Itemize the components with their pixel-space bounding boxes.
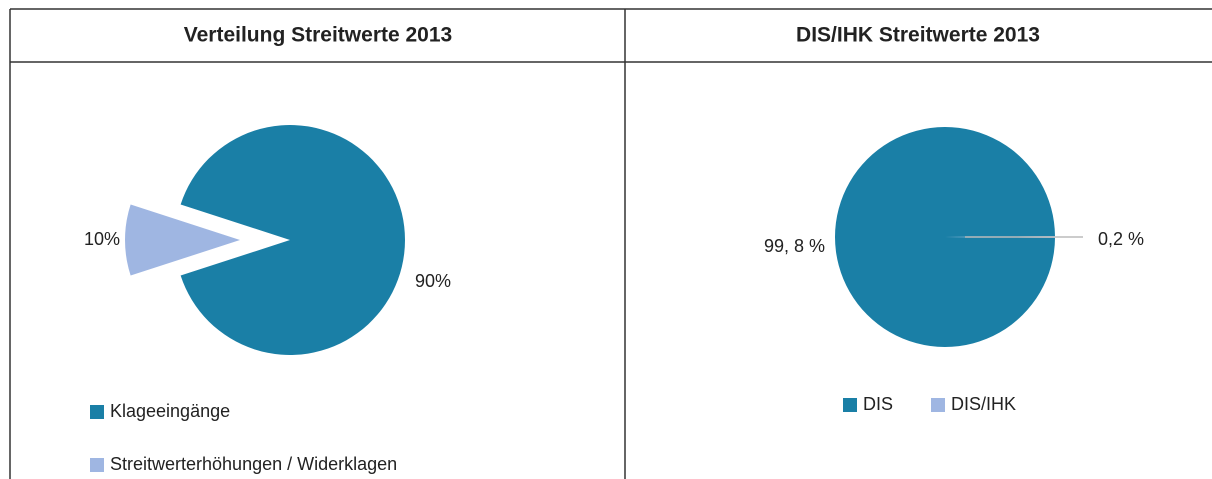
legend-label: Klageeingänge xyxy=(110,401,230,421)
chart-title: DIS/IHK Streitwerte 2013 xyxy=(796,24,1040,47)
data-label: 0,2 % xyxy=(1098,229,1144,249)
legend-label: DIS/IHK xyxy=(951,394,1016,414)
legend-swatch xyxy=(931,398,945,412)
legend-swatch xyxy=(843,398,857,412)
data-label: 99, 8 % xyxy=(764,236,825,256)
data-label: 90% xyxy=(415,271,451,291)
pie-slice xyxy=(180,125,405,355)
legend-label: Streitwerterhöhungen / Widerklagen xyxy=(110,454,397,474)
legend-label: DIS xyxy=(863,394,893,414)
chart-title: Verteilung Streitwerte 2013 xyxy=(184,24,452,47)
legend-swatch xyxy=(90,405,104,419)
pie-slice xyxy=(125,204,240,276)
data-label: 10% xyxy=(84,229,120,249)
pie-slice xyxy=(834,126,1055,347)
legend-swatch xyxy=(90,458,104,472)
